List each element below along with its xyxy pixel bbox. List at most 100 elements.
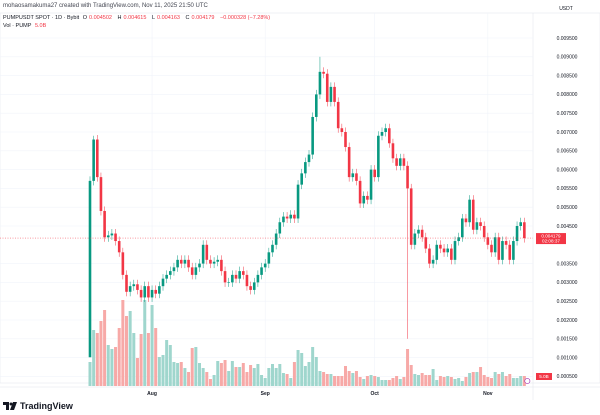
- candle-body: [165, 274, 168, 279]
- candle-body: [453, 241, 457, 260]
- volume-bar: [457, 378, 461, 386]
- volume-bar: [278, 364, 282, 386]
- candle-body: [501, 241, 504, 260]
- volume-bar: [121, 300, 125, 386]
- candle-body: [209, 259, 212, 264]
- symbol-name[interactable]: PUMPUSDT SPOT · 1D · Bybit: [3, 15, 80, 21]
- candle: [132, 279, 136, 291]
- volume-bar: [125, 316, 128, 386]
- volume-bar: [384, 380, 388, 386]
- candle-body: [234, 274, 238, 279]
- candle: [373, 165, 376, 182]
- candle: [161, 274, 165, 291]
- candle-body: [143, 286, 147, 298]
- candle: [388, 123, 391, 148]
- candle: [318, 56, 322, 99]
- candle-body: [136, 284, 139, 290]
- candle-body: [446, 248, 449, 253]
- candle-body: [333, 86, 336, 102]
- volume-bar: [358, 377, 362, 386]
- candle-series: [88, 56, 526, 358]
- candle: [194, 262, 198, 280]
- candle: [464, 213, 468, 227]
- candle-body: [442, 248, 446, 253]
- candle-body: [471, 199, 475, 230]
- candle-body: [282, 216, 285, 223]
- volume-bar: [354, 371, 358, 386]
- candle: [220, 255, 223, 276]
- candle-body: [311, 116, 314, 155]
- candle: [139, 285, 143, 302]
- last-price-label: 0.004179: [541, 234, 561, 239]
- candle-body: [289, 214, 293, 219]
- candle-body: [260, 267, 263, 275]
- candle-body: [278, 222, 282, 234]
- volume-bar: [106, 345, 110, 386]
- candle-body: [176, 259, 179, 268]
- y-tick-label: 0.001000: [557, 355, 578, 361]
- volume-bar: [165, 340, 169, 386]
- candle: [249, 281, 252, 295]
- candle: [340, 123, 344, 137]
- candle: [420, 225, 424, 242]
- y-tick-label: 0.007000: [557, 130, 578, 136]
- candle: [442, 244, 446, 257]
- candle-body: [428, 248, 431, 264]
- candle-body: [519, 222, 522, 226]
- candle: [344, 127, 347, 152]
- volume-bar: [420, 373, 424, 386]
- candle-body: [512, 241, 515, 260]
- candle-body: [139, 289, 143, 298]
- candle-body: [369, 169, 373, 200]
- volume-bar: [303, 366, 307, 386]
- volume-bar: [194, 347, 198, 386]
- candle-body: [395, 158, 398, 166]
- candle: [96, 135, 99, 182]
- candle: [271, 240, 274, 257]
- candle-body: [413, 233, 417, 245]
- candle-body: [231, 274, 234, 283]
- currency-label: USDT: [559, 6, 573, 12]
- volume-bar: [230, 361, 234, 386]
- volume-bar: [369, 375, 373, 386]
- candle-body: [201, 244, 205, 264]
- volume-bar: [431, 369, 435, 386]
- volume-bar: [449, 377, 453, 386]
- volume-bar: [238, 367, 242, 386]
- volume-bar: [482, 375, 486, 386]
- candle-body: [88, 180, 92, 358]
- candle-body: [110, 233, 114, 236]
- volume-bar: [212, 375, 216, 386]
- volume-bar: [132, 333, 136, 386]
- volume-bar: [322, 372, 326, 386]
- volume-bar: [114, 347, 118, 386]
- volume-bar: [289, 378, 293, 386]
- volume-legend-label[interactable]: Vol · PUMP: [3, 23, 32, 29]
- candle: [431, 255, 435, 269]
- candle-body: [114, 233, 117, 242]
- candle: [315, 89, 318, 122]
- candle-body: [366, 195, 369, 200]
- candle: [296, 180, 300, 223]
- volume-bar: [263, 378, 267, 386]
- candle: [384, 123, 387, 137]
- candle-body: [128, 286, 132, 292]
- candle-body: [340, 128, 344, 132]
- candle: [304, 157, 307, 178]
- candle: [231, 270, 234, 287]
- volume-bar: [511, 378, 515, 386]
- volume-bar: [201, 368, 205, 386]
- volume-bar: [409, 365, 413, 386]
- candle: [274, 229, 278, 250]
- y-tick-label: 0.009500: [557, 36, 578, 42]
- event-marker-icon[interactable]: [524, 378, 531, 384]
- volume-bar: [296, 350, 300, 386]
- candle-body: [347, 147, 351, 178]
- last-volume-badge: [536, 373, 552, 380]
- candle-body: [384, 128, 387, 132]
- volume-bar: [219, 363, 223, 386]
- tradingview-wordmark: TradingView: [20, 401, 73, 411]
- candle-body: [147, 286, 150, 298]
- candle-body: [212, 261, 216, 264]
